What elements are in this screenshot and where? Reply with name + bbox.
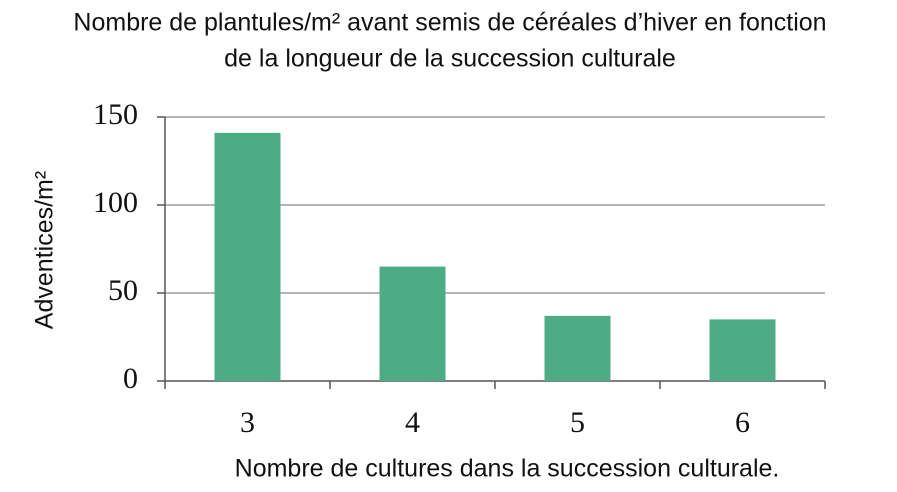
chart-title: de la longueur de la succession cultural…: [224, 45, 676, 73]
y-tick-label: 0: [123, 362, 138, 395]
y-tick-label: 50: [108, 274, 138, 307]
bar: [709, 319, 776, 381]
x-tick-label: 4: [405, 406, 420, 439]
x-tick-label: 6: [735, 406, 750, 439]
x-tick-label: 3: [240, 406, 255, 439]
y-tick-label: 100: [93, 186, 138, 219]
bar: [214, 132, 281, 381]
x-tick-label: 5: [570, 406, 585, 439]
y-tick-label: 150: [93, 98, 138, 131]
y-axis-label: Adventices/m²: [31, 171, 59, 329]
x-axis-label: Nombre de cultures dans la succession cu…: [235, 455, 780, 483]
bar: [379, 266, 446, 381]
bar: [544, 315, 611, 381]
chart-title: Nombre de plantules/m² avant semis de cé…: [73, 9, 826, 37]
